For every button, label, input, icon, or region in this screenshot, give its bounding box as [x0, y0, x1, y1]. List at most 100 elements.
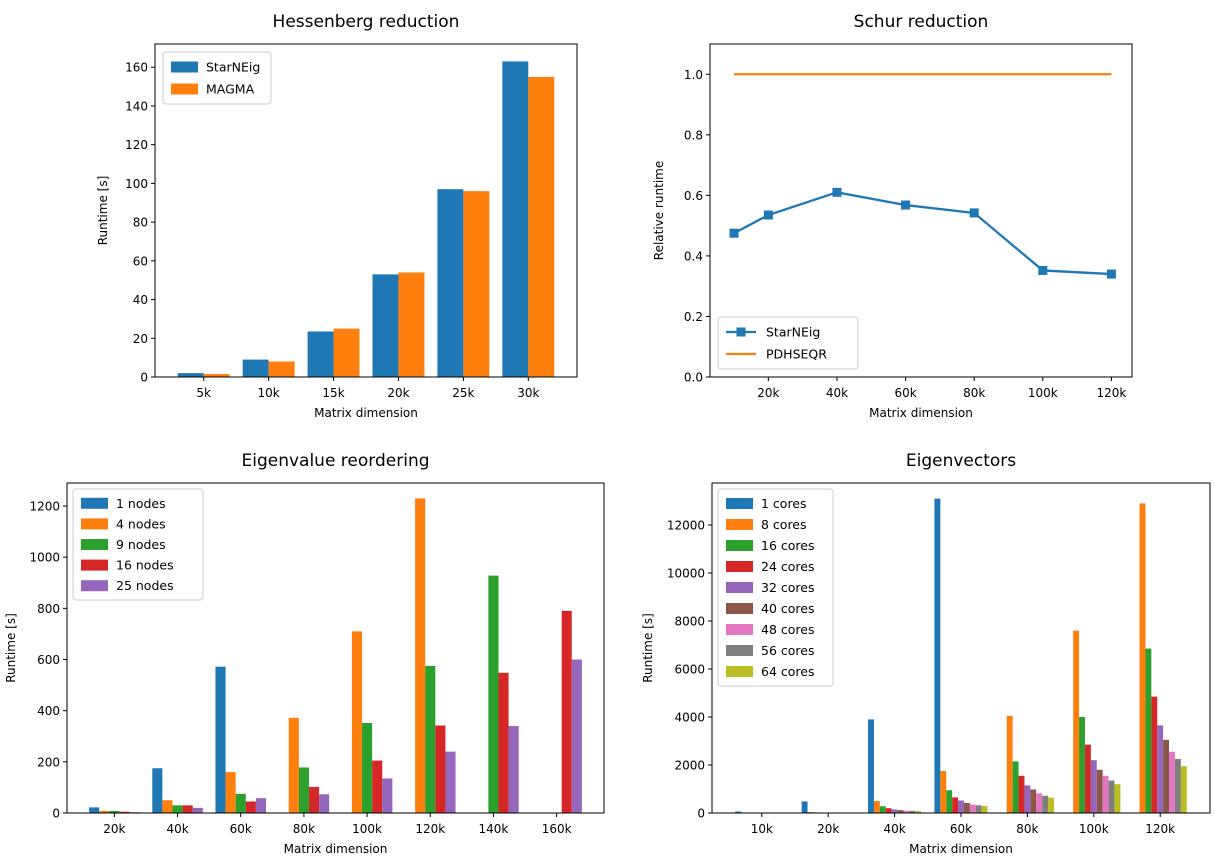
y-tick-label: 40 — [133, 293, 148, 307]
bar — [1012, 761, 1019, 813]
x-tick-label: 25k — [452, 386, 474, 400]
bar — [1079, 717, 1085, 813]
bar — [1048, 797, 1054, 813]
bar — [89, 807, 100, 813]
bar — [382, 778, 393, 813]
x-tick-label: 10k — [258, 386, 280, 400]
bar — [903, 810, 910, 813]
bar — [351, 631, 363, 813]
y-tick-label: 0.4 — [684, 249, 703, 263]
bar — [879, 806, 886, 813]
y-tick-label: 0.8 — [684, 128, 703, 142]
legend-swatch — [726, 519, 753, 530]
bar — [308, 786, 320, 813]
y-tick-label: 12000 — [667, 519, 705, 533]
bar — [172, 805, 183, 813]
legend-swatch — [171, 83, 198, 95]
bar — [952, 797, 959, 813]
legend-swatch — [171, 61, 198, 73]
legend-label: 56 cores — [761, 643, 814, 658]
legend-frame — [717, 488, 834, 687]
x-tick-label: 20k — [387, 386, 409, 400]
bar — [897, 810, 904, 813]
bar — [109, 810, 120, 813]
legend-swatch — [726, 645, 753, 656]
chart-panel-2: Schur reduction 0.0 0.2 0.4 0.6 0.8 1.0 Relativ… — [652, 12, 1133, 420]
bar — [1090, 760, 1097, 813]
bar — [1145, 648, 1152, 813]
axes-frame — [709, 43, 1133, 378]
legend-swatch — [726, 666, 753, 677]
bar — [215, 666, 226, 813]
bar — [425, 665, 436, 813]
bar — [1163, 739, 1170, 813]
bar — [255, 798, 267, 813]
bar — [975, 805, 982, 813]
legend-label: 25 nodes — [116, 578, 174, 593]
bar — [362, 722, 373, 813]
bar — [1169, 751, 1175, 813]
y-axis-label: Relative runtime — [652, 161, 666, 260]
legend-swatch — [81, 539, 108, 550]
bar — [963, 802, 970, 813]
bar — [1030, 789, 1037, 813]
legend-label: 9 nodes — [116, 537, 166, 552]
bar — [177, 373, 204, 377]
bar — [298, 767, 309, 813]
bar — [245, 801, 256, 813]
bar — [225, 772, 236, 813]
y-tick-label: 2000 — [674, 759, 705, 773]
legend-swatch — [81, 497, 108, 509]
chart-title: Hessenberg reduction — [273, 12, 460, 32]
x-tick-label: 15k — [322, 386, 344, 400]
y-tick-label: 400 — [37, 704, 60, 718]
y-tick-label: 120 — [125, 138, 148, 152]
bar — [372, 274, 399, 377]
x-tick-label: 20k — [103, 822, 125, 836]
bar — [508, 726, 519, 813]
x-tick-label: 100k — [1028, 386, 1058, 400]
y-tick-label: 60 — [133, 254, 148, 268]
y-tick-label: 200 — [37, 755, 60, 769]
bar — [528, 76, 555, 378]
bar — [268, 361, 295, 377]
bar — [162, 800, 173, 813]
y-tick-label: 160 — [125, 61, 148, 75]
data-point — [901, 200, 911, 210]
legend-label: 4 nodes — [116, 516, 166, 531]
x-tick-label: 40k — [166, 822, 188, 836]
legend-label: StarNEig — [766, 325, 820, 340]
legend-swatch — [81, 518, 108, 530]
bar — [915, 811, 922, 813]
bar — [1102, 775, 1109, 813]
y-tick-label: 1.0 — [684, 68, 703, 82]
bar — [1073, 630, 1080, 813]
bar — [940, 771, 947, 813]
bar — [1180, 766, 1187, 813]
bar — [969, 804, 976, 813]
legend-label: 64 cores — [761, 664, 814, 679]
data-point — [1038, 265, 1048, 275]
x-tick-label: 80k — [1016, 822, 1038, 836]
x-axis-label: Matrix dimension — [909, 842, 1013, 856]
x-tick-label: 100k — [352, 822, 382, 836]
legend-label: MAGMA — [206, 82, 255, 97]
y-axis-label: Runtime [s] — [96, 176, 110, 246]
y-tick-label: 0 — [52, 807, 60, 821]
legend-swatch — [726, 603, 753, 614]
legend-label: PDHSEQR — [766, 347, 827, 362]
legend: StarNEig MAGMA — [162, 51, 272, 105]
data-point — [832, 187, 842, 197]
y-tick-label: 800 — [37, 602, 60, 616]
bar — [152, 768, 163, 813]
x-tick-label: 20k — [757, 386, 779, 400]
legend-swatch — [726, 561, 753, 572]
bar — [398, 272, 425, 377]
bar — [1036, 793, 1043, 813]
x-tick-label: 60k — [230, 822, 252, 836]
bar — [885, 808, 892, 813]
y-tick-label: 0.6 — [684, 189, 703, 203]
y-tick-label: 0 — [140, 371, 148, 385]
x-tick-label: 120k — [1145, 822, 1175, 836]
bar — [192, 807, 203, 813]
